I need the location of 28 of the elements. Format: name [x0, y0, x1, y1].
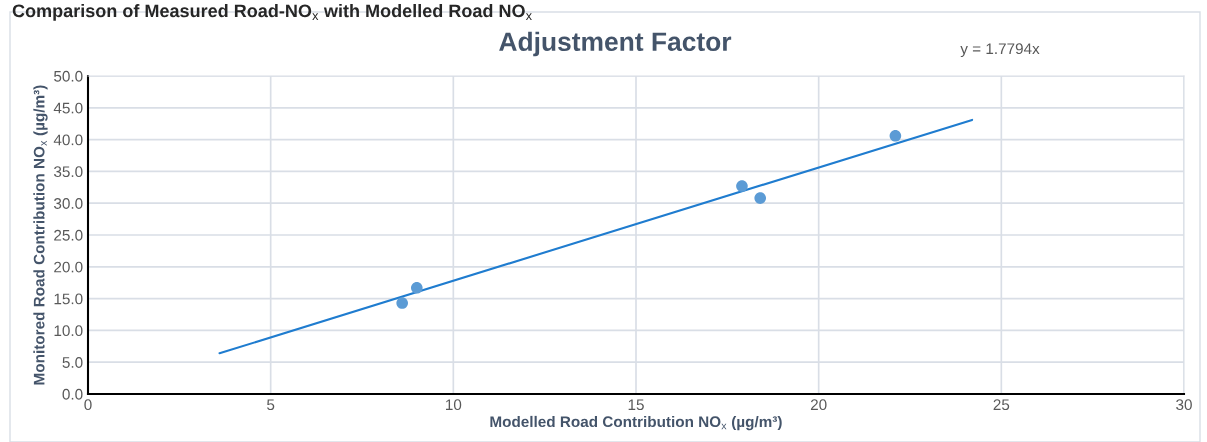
- y-tick-label: 30.0: [53, 198, 83, 209]
- x-tick-label: 15: [628, 399, 644, 411]
- y-tick-label: 50.0: [54, 70, 83, 82]
- x-tick-label: 25: [993, 399, 1010, 411]
- point: [754, 192, 767, 204]
- x-tick-label: 5: [267, 399, 275, 411]
- y-tick-label: 0.0: [62, 388, 83, 400]
- x-tick-label: 30: [1176, 399, 1192, 411]
- y-tick-label: 5.0: [62, 357, 83, 368]
- text: y = 1.7794x: [960, 43, 1040, 58]
- y-tick-label: 10.0: [54, 325, 83, 337]
- y-tick-label: 20.0: [54, 261, 83, 273]
- point: [889, 129, 902, 142]
- y-tick-label: 45.0: [53, 102, 83, 114]
- y-tick-label: 40.0: [53, 134, 83, 146]
- y-tick-label: 35.0: [53, 166, 83, 178]
- chart-title: Comparison of Measured Road-NO$_{x}$ with Modelled Road NO$_{x}$: [12, 4, 532, 21]
- y-axis-title: Monitored Road Contribution NO$_{x}$ (µg/m³): [33, 85, 48, 385]
- y-tick-label: 15.0: [54, 293, 83, 305]
- point: [396, 297, 408, 309]
- x-tick-label: 10: [446, 399, 462, 411]
- y-tick-label: 25.0: [54, 229, 83, 241]
- x-tick-label: 0: [84, 399, 92, 411]
- x-tick-label: 20: [810, 399, 827, 411]
- chart-subtitle: Adjustment Factor: [499, 31, 732, 57]
- x-axis-title: Modelled Road Contribution NO$_{x}$ (µg/m³): [490, 415, 782, 431]
- point: [410, 281, 423, 294]
- point: [736, 180, 748, 192]
